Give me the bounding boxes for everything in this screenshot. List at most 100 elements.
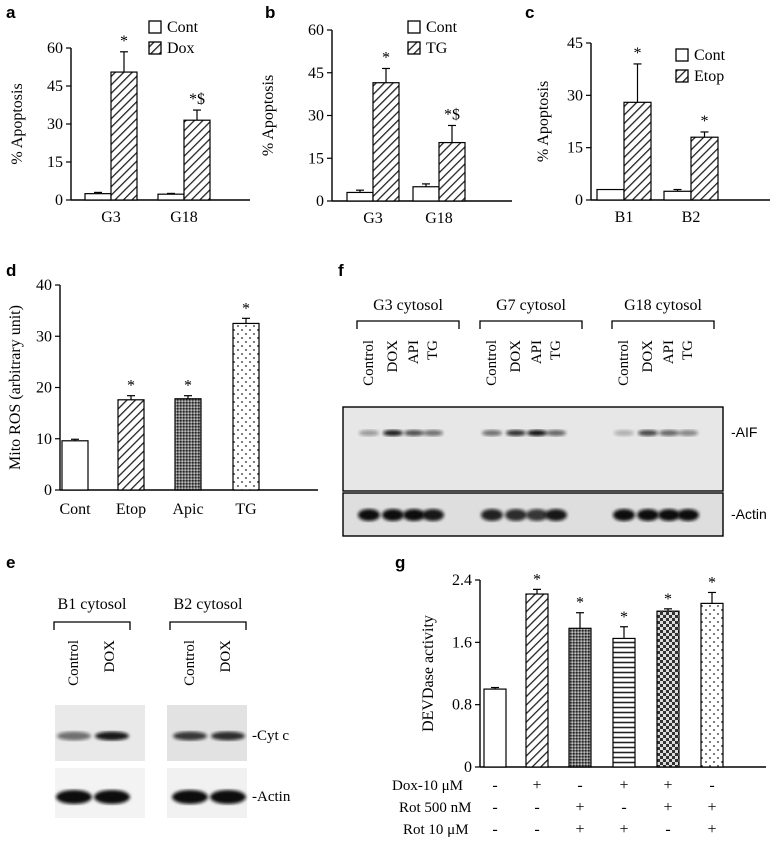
- blot-f-actin-band: [526, 509, 548, 521]
- chart-d-bar: [117, 399, 145, 491]
- chart-c-category-label: B2: [682, 209, 701, 226]
- chart-g-condition-sign: +: [532, 777, 541, 794]
- chart-g-bar: [525, 593, 549, 768]
- chart-g-significance-mark: *: [533, 571, 541, 588]
- chart-b-legend-label: Cont: [426, 19, 458, 36]
- chart-b-significance-mark: *$: [444, 106, 460, 123]
- blot-e-cytc-band: [173, 731, 207, 741]
- chart-b-legend-swatch: [407, 20, 421, 34]
- chart-b-bar: [412, 186, 440, 202]
- chart-c-ytick-label: 30: [567, 87, 583, 104]
- chart-a-legend-swatch: [148, 41, 162, 55]
- chart-d-bar: [232, 322, 260, 491]
- chart-d-category-label: TG: [235, 501, 257, 518]
- chart-b-ytick-label: 30: [308, 108, 324, 125]
- chart-a-apoptosis: 0 15 30 45 60 % Apoptosis * G3 *$ G18 Cont Dox: [9, 19, 250, 226]
- chart-b-legend-label: TG: [426, 40, 448, 57]
- blot-f-actin-band: [658, 509, 680, 521]
- chart-g-bar: [483, 688, 507, 768]
- chart-c-ylabel: % Apoptosis: [535, 81, 552, 162]
- blot-f-lane-label: DOX: [385, 340, 401, 373]
- chart-g-ytick-label: 0.8: [452, 697, 472, 714]
- chart-d-ytick-label: 10: [36, 431, 52, 448]
- blot-f-group-title: G3 cytosol: [373, 297, 443, 314]
- chart-g-condition-sign: -: [577, 777, 582, 794]
- chart-g-condition-sign: -: [492, 777, 497, 794]
- blot-f-actin-band: [382, 509, 404, 521]
- blot-f-lane-label: Control: [616, 340, 632, 386]
- blot-f-lane-label: TG: [680, 340, 696, 360]
- chart-d-significance-mark: *: [184, 378, 192, 395]
- chart-g-significance-mark: *: [620, 609, 628, 626]
- chart-a-bar: [110, 71, 138, 201]
- panel-letter-f: f: [338, 261, 344, 280]
- chart-g-condition-sign: -: [534, 799, 539, 816]
- chart-g-bar: [700, 602, 724, 768]
- chart-b-category-label: G18: [425, 210, 453, 227]
- chart-b-legend-swatch: [407, 41, 421, 55]
- chart-a-bar: [183, 119, 211, 201]
- chart-g-condition-sign: -: [492, 799, 497, 816]
- chart-d-category-label: Etop: [116, 501, 146, 518]
- blot-f-actin-band: [403, 509, 425, 521]
- blot-e-actin-band: [210, 790, 246, 804]
- chart-a-category-label: G18: [170, 209, 198, 226]
- chart-g-condition-label: Dox-10 μM: [392, 778, 463, 794]
- blot-f-aif-band: [659, 430, 679, 436]
- panel-letter-c: c: [525, 3, 534, 22]
- chart-d-significance-mark: *: [127, 378, 135, 395]
- blot-f-bracket: [611, 320, 715, 329]
- blot-f-actin-band: [637, 509, 659, 521]
- chart-g-condition-sign: +: [707, 799, 716, 816]
- blot-e-lane-label: Control: [66, 640, 82, 686]
- blot-e-cytc-band: [211, 731, 245, 741]
- blot-f-lane-label: API: [529, 340, 545, 364]
- blot-f-group-title: G7 cytosol: [496, 297, 566, 314]
- blot-f-lane-label: Control: [361, 340, 377, 386]
- blot-e-actin-band: [56, 790, 92, 804]
- blot-f-actin-band: [422, 509, 444, 521]
- chart-d-significance-mark: *: [242, 300, 250, 317]
- chart-a-ytick-label: 0: [55, 192, 63, 209]
- chart-b-category-label: G3: [363, 210, 383, 227]
- chart-b-bar: [438, 141, 466, 202]
- chart-b-ytick-label: 15: [308, 150, 324, 167]
- chart-a-ytick-label: 60: [47, 40, 63, 57]
- panel-letter-e: e: [6, 553, 15, 572]
- blot-f-bracket: [479, 320, 583, 329]
- chart-g-bar: [612, 637, 636, 768]
- chart-g-condition-sign: -: [665, 821, 670, 838]
- chart-g-significance-mark: *: [664, 591, 672, 608]
- blot-f-band-label-actin: -Actin: [731, 506, 767, 522]
- chart-g-condition-sign: +: [707, 821, 716, 838]
- blot-e-cytc-band: [57, 731, 91, 741]
- chart-c-ytick-label: 0: [575, 192, 583, 209]
- chart-g-significance-mark: *: [576, 595, 584, 612]
- blot-e-lane-label: DOX: [102, 640, 118, 673]
- panel-letter-b: b: [265, 3, 275, 22]
- blot-f-actin-band: [481, 509, 503, 521]
- chart-a-significance-mark: *: [120, 33, 128, 50]
- chart-c-apoptosis: 0 15 30 45 % Apoptosis * B1 * B2 Cont Etop: [535, 35, 770, 226]
- chart-g-condition-sign: -: [534, 821, 539, 838]
- chart-b-bar: [372, 82, 400, 202]
- blot-f-lane-label: TG: [425, 340, 441, 360]
- blot-f-lane-label: DOX: [640, 340, 656, 373]
- blot-f-lane-label: DOX: [508, 340, 524, 373]
- blot-e-band-label-cytc: -Cyt c: [252, 728, 289, 744]
- chart-c-legend-label: Etop: [694, 68, 724, 85]
- blot-f-actin-band: [677, 509, 699, 521]
- blot-f-lane-label: API: [661, 340, 677, 364]
- blot-f-lane-label: TG: [548, 340, 564, 360]
- blot-e-cytc-band: [95, 731, 129, 741]
- blot-f-aif-band: [404, 430, 424, 436]
- blot-f-aif-band: [383, 430, 403, 436]
- blot-f-actin-band: [545, 509, 567, 521]
- blot-e-actin-band: [172, 790, 208, 804]
- chart-g-ytick-label: 0: [464, 759, 472, 776]
- chart-a-category-label: G3: [101, 209, 121, 226]
- blot-e-bracket: [169, 621, 247, 630]
- blot-f-lane-label: Control: [484, 340, 500, 386]
